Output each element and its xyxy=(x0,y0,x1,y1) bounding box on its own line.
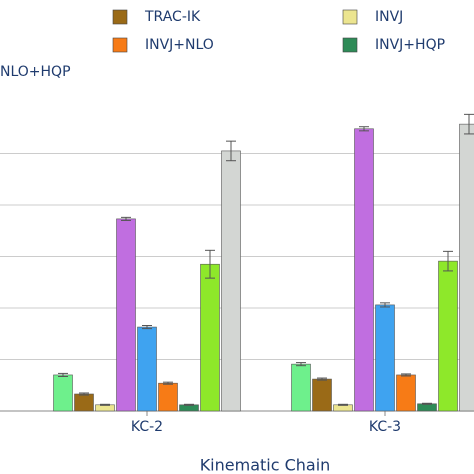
legend-label: INVJ xyxy=(375,9,403,25)
bar xyxy=(158,382,178,412)
bar xyxy=(417,403,437,412)
bar xyxy=(375,304,395,412)
legend-label: INVJ+HQP xyxy=(375,37,445,53)
legend-swatch xyxy=(342,9,358,25)
legend-label: INVJ+NLO xyxy=(145,37,214,53)
bar xyxy=(74,393,94,412)
bar xyxy=(459,123,474,412)
bar xyxy=(200,263,220,412)
legend-swatch xyxy=(112,37,128,53)
legend-label: NLO+HQP xyxy=(0,64,71,80)
bar xyxy=(438,260,458,412)
x-tick-label: KC-3 xyxy=(369,419,401,435)
bar xyxy=(221,150,241,412)
legend-swatch xyxy=(112,9,128,25)
bar xyxy=(396,374,416,412)
legend-swatch xyxy=(342,37,358,53)
bar xyxy=(137,326,157,412)
bar xyxy=(116,218,136,412)
bar xyxy=(312,378,332,412)
x-tick-label: KC-2 xyxy=(131,419,163,435)
bar xyxy=(291,363,311,412)
x-axis-label: Kinematic Chain xyxy=(200,456,331,474)
legend-label: TRAC-IK xyxy=(144,9,201,25)
bar xyxy=(53,374,73,412)
bar xyxy=(354,128,374,412)
